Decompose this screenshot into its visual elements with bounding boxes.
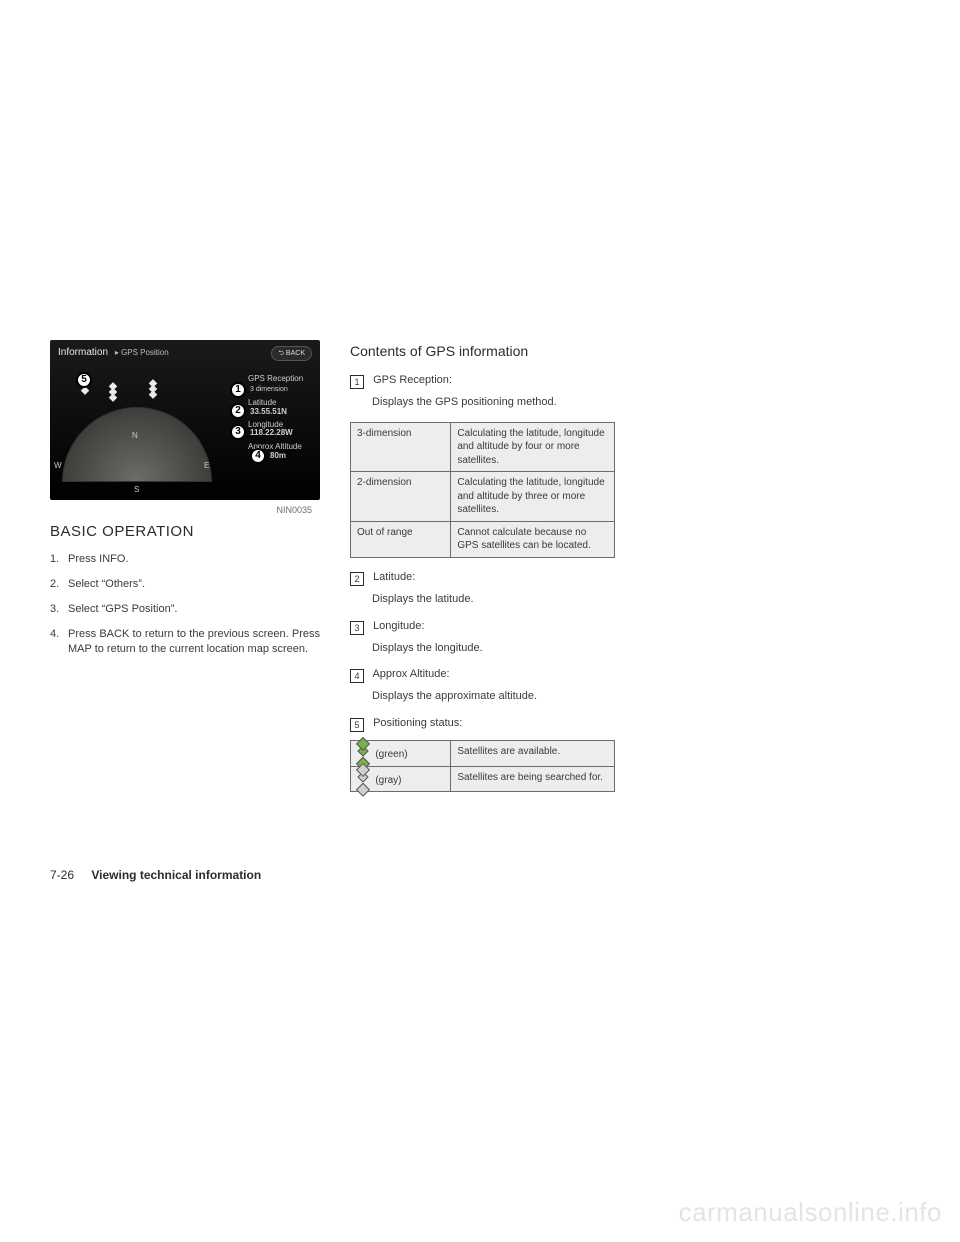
table-row: 2-dimension Calculating the latitude, lo…: [351, 472, 615, 522]
box-number: 4: [350, 669, 364, 683]
screenshot-breadcrumb: ▸ GPS Position: [115, 348, 169, 357]
page-footer: 7-26 Viewing technical information: [50, 868, 261, 882]
box-number: 3: [350, 621, 364, 635]
image-code: NIN0035: [50, 504, 312, 516]
manual-page: Information ▸ GPS Position ⮌ BACK N S W …: [0, 0, 960, 1242]
satellite-green-icon: [357, 746, 368, 757]
satellite-gray-icon: [357, 771, 368, 782]
table-cell: 3-dimension: [351, 422, 451, 472]
right-column: [645, 340, 910, 804]
table-row: (gray) Satellites are being searched for…: [351, 766, 615, 792]
table-cell: Calculating the latitude, longitude and …: [451, 422, 615, 472]
gps-info-list: 1 GPS Reception: Displays the GPS positi…: [350, 373, 615, 792]
page-number: 7-26: [50, 868, 74, 882]
list-item: 4 Approx Altitude: Displays the approxim…: [350, 667, 615, 704]
item-label: Approx Altitude:: [372, 668, 449, 680]
gps-dome: [62, 407, 212, 482]
status-table: (green) Satellites are available. (gray)…: [350, 740, 615, 792]
value-latitude: 33.55.51N: [250, 407, 287, 418]
compass-n: N: [132, 431, 138, 442]
box-number: 2: [350, 572, 364, 586]
callout-3: 3: [230, 424, 246, 440]
item-desc: Displays the longitude.: [372, 641, 615, 656]
callout-5: 5: [76, 372, 92, 388]
back-button: ⮌ BACK: [271, 346, 312, 361]
table-cell: Satellites are available.: [451, 741, 615, 767]
list-item: 5 Positioning status: (green) Satellites…: [350, 716, 615, 792]
callout-4: 4: [250, 448, 266, 464]
list-item: 1 GPS Reception: Displays the GPS positi…: [350, 373, 615, 558]
satellite-icon: [109, 388, 117, 396]
columns: Information ▸ GPS Position ⮌ BACK N S W …: [50, 340, 910, 804]
callout-1: 1: [230, 382, 246, 398]
compass-w: W: [54, 461, 62, 472]
list-item: 2 Latitude: Displays the latitude.: [350, 570, 615, 607]
compass-e: E: [204, 461, 209, 472]
value-longitude: 118.22.28W: [250, 428, 293, 439]
table-cell: 2-dimension: [351, 472, 451, 522]
callout-2: 2: [230, 403, 246, 419]
table-cell: Satellites are being searched for.: [451, 766, 615, 792]
steps-list: 1.Press INFO. 2.Select “Others”. 3.Selec…: [50, 552, 320, 656]
table-cell: Calculating the latitude, longitude and …: [451, 472, 615, 522]
table-cell: (green): [351, 741, 451, 767]
satellite-icon: [149, 385, 157, 393]
item-desc: Displays the latitude.: [372, 592, 615, 607]
item-label: Longitude:: [373, 620, 424, 632]
item-desc: Displays the GPS positioning method.: [372, 395, 615, 410]
step-item: 1.Press INFO.: [68, 552, 320, 567]
value-reception: 3 dimension: [250, 385, 288, 394]
item-label: GPS Reception:: [373, 374, 452, 386]
screenshot-title: Information: [58, 347, 108, 358]
box-number: 5: [350, 718, 364, 732]
watermark: carmanualsonline.info: [679, 1197, 942, 1228]
table-cell: (gray): [351, 766, 451, 792]
item-label: Positioning status:: [373, 717, 462, 729]
table-cell: Out of range: [351, 521, 451, 557]
basic-operation-heading: BASIC OPERATION: [50, 522, 320, 542]
step-item: 4.Press BACK to return to the previous s…: [68, 627, 320, 657]
table-row: 3-dimension Calculating the latitude, lo…: [351, 422, 615, 472]
item-label: Latitude:: [373, 571, 415, 583]
reception-table: 3-dimension Calculating the latitude, lo…: [350, 422, 615, 558]
table-row: Out of range Cannot calculate because no…: [351, 521, 615, 557]
gps-screenshot: Information ▸ GPS Position ⮌ BACK N S W …: [50, 340, 320, 500]
step-item: 3.Select “GPS Position”.: [68, 602, 320, 617]
step-item: 2.Select “Others”.: [68, 577, 320, 592]
middle-column: Contents of GPS information 1 GPS Recept…: [350, 340, 615, 804]
list-item: 3 Longitude: Displays the longitude.: [350, 619, 615, 656]
compass-s: S: [134, 485, 139, 496]
table-row: (green) Satellites are available.: [351, 741, 615, 767]
label-reception: GPS Reception: [248, 374, 303, 385]
value-altitude: 80m: [270, 451, 286, 462]
contents-heading: Contents of GPS information: [350, 342, 615, 361]
chapter-title: Viewing technical information: [91, 868, 261, 882]
item-desc: Displays the approximate altitude.: [372, 689, 615, 704]
screenshot-title-bar: Information ▸ GPS Position: [58, 346, 169, 360]
left-column: Information ▸ GPS Position ⮌ BACK N S W …: [50, 340, 320, 804]
table-cell: Cannot calculate because no GPS satellit…: [451, 521, 615, 557]
box-number: 1: [350, 375, 364, 389]
